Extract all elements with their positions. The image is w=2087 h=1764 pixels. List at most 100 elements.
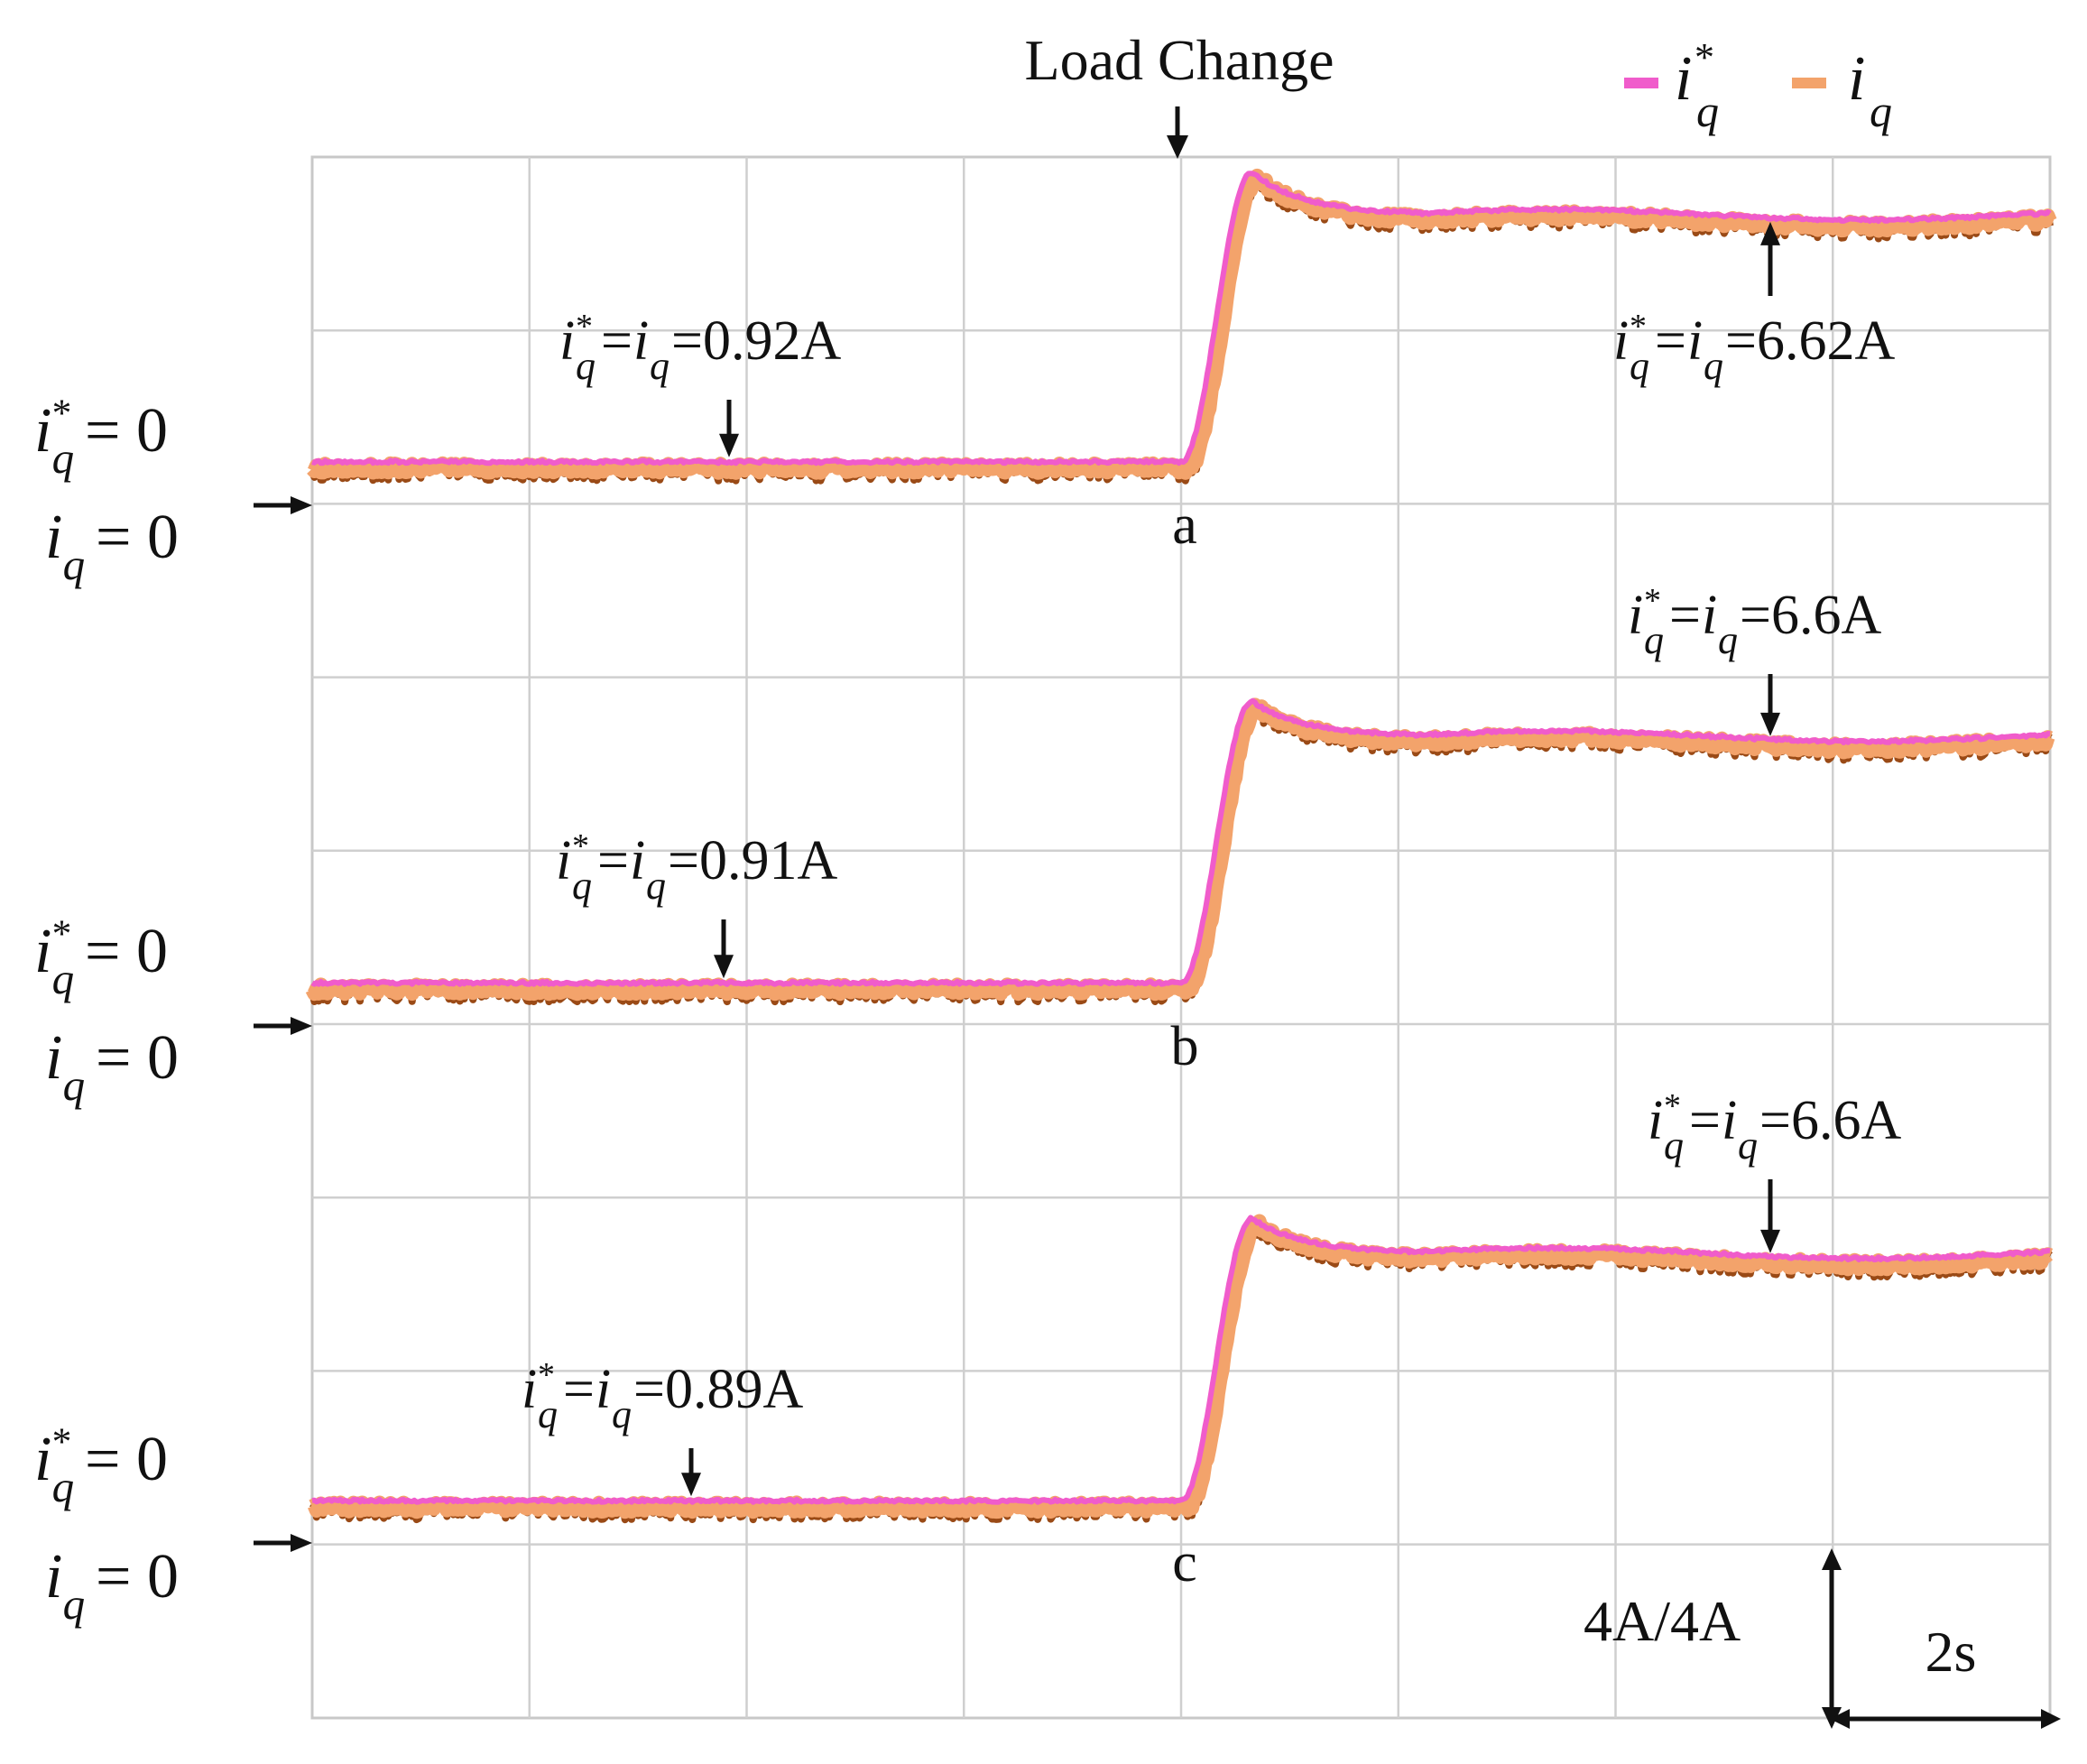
label-sub: q — [1630, 344, 1649, 388]
trace-id-a: a — [1172, 494, 1197, 556]
label-var2: i — [1702, 585, 1717, 646]
label-sub: q — [63, 540, 86, 589]
legend-fb-sub: q — [1870, 86, 1892, 136]
annot-initial-arrow-c — [681, 1448, 701, 1497]
label-var: i — [1628, 585, 1643, 646]
label-sub2: q — [646, 864, 666, 908]
zero-arrow-a — [254, 496, 312, 514]
zero-label-ref-b: i *q = 0 — [34, 912, 168, 1003]
zero-label-ref-c: i *q = 0 — [34, 1420, 168, 1511]
label-sub: q — [572, 864, 592, 908]
scale-bars: 4A/4A 2s — [1584, 1548, 2061, 1729]
legend-fb-var: i — [1848, 44, 1865, 114]
label-var: i — [45, 503, 62, 572]
label-var: i — [1613, 310, 1629, 372]
x-scale-arrow — [1830, 1709, 2061, 1729]
label-sub2: q — [1738, 1123, 1758, 1168]
label-var2: i — [596, 1359, 611, 1420]
label-var2: i — [633, 310, 649, 372]
annot-final-arrow-a — [1760, 221, 1780, 296]
label-var: i — [522, 1359, 537, 1420]
label-sub: q — [1664, 1123, 1684, 1168]
label-sup: * — [538, 1356, 555, 1394]
annot-final-a: i *q = i q =6.62A — [1613, 308, 1895, 388]
label-sub: q — [63, 1060, 86, 1110]
legend-ref-sup: * — [1695, 35, 1714, 79]
zero-arrow-c — [254, 1534, 312, 1552]
label-var: i — [1648, 1090, 1663, 1151]
label-eq: = — [563, 1359, 595, 1420]
label-var: i — [34, 1425, 51, 1494]
annot-initial-arrow-b — [714, 919, 734, 979]
annot-initial-c: i *q = i q =0.89A — [522, 1356, 803, 1436]
label-sub: q — [63, 1579, 86, 1629]
label-sub2: q — [650, 344, 670, 388]
load-change-label: Load Change — [1025, 28, 1334, 92]
label-eq: = — [597, 830, 629, 891]
label-var2: i — [1722, 1090, 1737, 1151]
annot-final-c: i *q = i q =6.6A — [1648, 1087, 1901, 1168]
trace-id-c: c — [1172, 1532, 1197, 1593]
trace-a — [307, 168, 2057, 485]
label-var: i — [45, 1023, 62, 1093]
label-sub: q — [52, 433, 75, 483]
legend-swatch-ref — [1624, 78, 1658, 88]
label-sup: * — [52, 1420, 72, 1464]
label-var: i — [556, 830, 571, 891]
label-var: i — [559, 310, 575, 372]
label-value: =6.6A — [1740, 585, 1881, 646]
trace-iq-ref-b — [310, 697, 2051, 987]
zero-label-ref-a: i *q = 0 — [34, 392, 168, 483]
label-sub: q — [538, 1392, 558, 1436]
legend: i * q i q — [1624, 35, 1892, 136]
trace-iq-ref-c — [311, 1214, 2051, 1505]
label-sub: q — [52, 1462, 75, 1511]
zero-arrow-b — [254, 1017, 312, 1035]
label-var: i — [34, 396, 51, 466]
trace-iq-ref-a — [311, 171, 2052, 466]
annot-initial-arrow-a — [719, 400, 739, 457]
label-value: = 0 — [85, 396, 168, 466]
y-scale-label: 4A/4A — [1584, 1589, 1741, 1653]
label-value: =6.62A — [1725, 310, 1895, 372]
trace-b — [305, 697, 2055, 1006]
trace-iq-b — [305, 697, 2055, 1002]
label-value: = 0 — [85, 917, 168, 986]
trace-c — [307, 1214, 2055, 1524]
label-sup: * — [1664, 1087, 1681, 1125]
label-value: =6.6A — [1759, 1090, 1901, 1151]
label-sub2: q — [612, 1392, 632, 1436]
label-value: = 0 — [96, 1542, 179, 1612]
legend-swatch-fb — [1792, 78, 1826, 88]
zero-label-fb-b: i q = 0 — [45, 1023, 179, 1110]
trace-iq-a — [307, 168, 2057, 480]
zero-label-fb-c: i q = 0 — [45, 1542, 179, 1629]
annot-initial-a: i *q = i q =0.92A — [559, 308, 841, 388]
label-sup: * — [1630, 308, 1647, 346]
label-sub: q — [1644, 618, 1664, 662]
traces — [305, 168, 2057, 1524]
annot-final-b: i *q = i q =6.6A — [1628, 582, 1881, 662]
grid — [310, 155, 2052, 1720]
label-value: =0.92A — [671, 310, 841, 372]
label-eq: = — [1669, 585, 1701, 646]
label-sub: q — [52, 954, 75, 1003]
label-value: =0.89A — [633, 1359, 803, 1420]
label-var2: i — [630, 830, 645, 891]
label-sup: * — [572, 827, 589, 865]
label-eq: = — [1655, 310, 1686, 372]
label-value: = 0 — [85, 1425, 168, 1494]
annot-initial-b: i *q = i q =0.91A — [556, 827, 837, 908]
annot-final-arrow-b — [1760, 674, 1780, 736]
trace-iq-c — [307, 1214, 2055, 1519]
label-value: = 0 — [96, 503, 179, 572]
label-value: = 0 — [96, 1023, 179, 1093]
label-eq: = — [1689, 1090, 1721, 1151]
trace-id-b: b — [1171, 1016, 1199, 1077]
label-var: i — [45, 1542, 62, 1612]
label-sup: * — [1644, 582, 1661, 620]
zero-label-fb-a: i q = 0 — [45, 503, 179, 589]
legend-ref-sub: q — [1696, 86, 1719, 136]
